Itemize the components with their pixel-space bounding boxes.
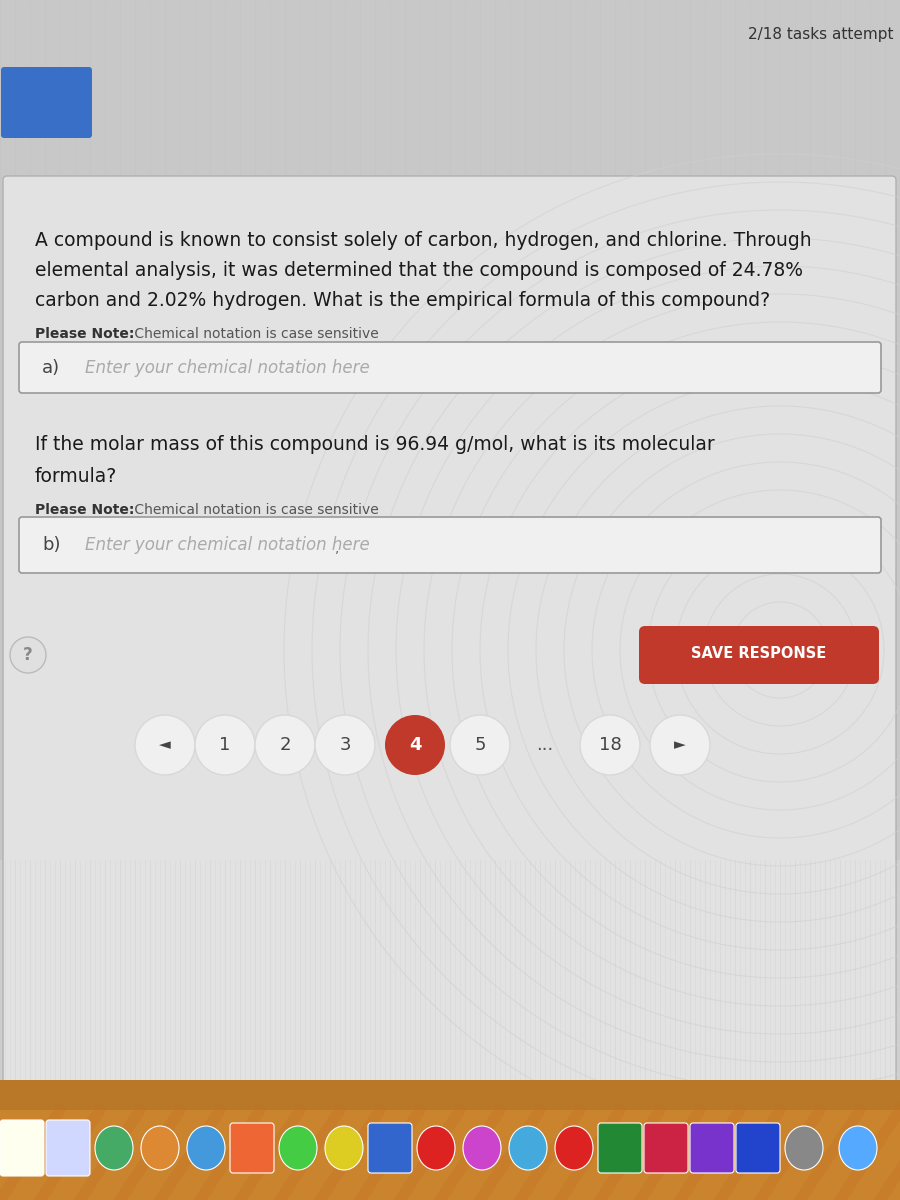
Text: 18: 18 bbox=[598, 736, 621, 754]
Text: elemental analysis, it was determined that the compound is composed of 24.78%: elemental analysis, it was determined th… bbox=[35, 260, 803, 280]
Text: carbon and 2.02% hydrogen. What is the empirical formula of this compound?: carbon and 2.02% hydrogen. What is the e… bbox=[35, 290, 770, 310]
Circle shape bbox=[650, 715, 710, 775]
Text: Chemical notation is case sensitive: Chemical notation is case sensitive bbox=[130, 326, 379, 341]
Text: 1: 1 bbox=[220, 736, 230, 754]
Text: Please Note:: Please Note: bbox=[35, 503, 134, 517]
Text: b): b) bbox=[42, 536, 60, 554]
Text: 3: 3 bbox=[339, 736, 351, 754]
Text: formula?: formula? bbox=[35, 467, 117, 486]
Text: Enter your chemical notation here: Enter your chemical notation here bbox=[85, 536, 370, 554]
Text: 4: 4 bbox=[409, 736, 421, 754]
FancyBboxPatch shape bbox=[736, 1123, 780, 1174]
FancyBboxPatch shape bbox=[368, 1123, 412, 1174]
FancyBboxPatch shape bbox=[639, 626, 879, 684]
Text: ◄: ◄ bbox=[159, 738, 171, 752]
Circle shape bbox=[385, 715, 445, 775]
Ellipse shape bbox=[509, 1126, 547, 1170]
FancyBboxPatch shape bbox=[230, 1123, 274, 1174]
Text: A compound is known to consist solely of carbon, hydrogen, and chlorine. Through: A compound is known to consist solely of… bbox=[35, 230, 812, 250]
Text: ,: , bbox=[335, 541, 339, 554]
Text: a): a) bbox=[42, 359, 60, 377]
Ellipse shape bbox=[839, 1126, 877, 1170]
Text: ...: ... bbox=[536, 736, 554, 754]
Ellipse shape bbox=[95, 1126, 133, 1170]
FancyBboxPatch shape bbox=[0, 1110, 900, 1200]
FancyBboxPatch shape bbox=[19, 517, 881, 572]
Circle shape bbox=[10, 637, 46, 673]
FancyBboxPatch shape bbox=[690, 1123, 734, 1174]
Text: 2: 2 bbox=[279, 736, 291, 754]
Text: Please Note:: Please Note: bbox=[35, 326, 134, 341]
Text: If the molar mass of this compound is 96.94 g/mol, what is its molecular: If the molar mass of this compound is 96… bbox=[35, 434, 715, 454]
FancyBboxPatch shape bbox=[598, 1123, 642, 1174]
Ellipse shape bbox=[417, 1126, 455, 1170]
Text: 5: 5 bbox=[474, 736, 486, 754]
Text: Chemical notation is case sensitive: Chemical notation is case sensitive bbox=[130, 503, 379, 517]
FancyBboxPatch shape bbox=[19, 342, 881, 392]
Text: 2/18 tasks attempt: 2/18 tasks attempt bbox=[748, 28, 893, 42]
Text: SAVE RESPONSE: SAVE RESPONSE bbox=[691, 647, 826, 661]
Ellipse shape bbox=[187, 1126, 225, 1170]
Ellipse shape bbox=[463, 1126, 501, 1170]
FancyBboxPatch shape bbox=[0, 860, 900, 1110]
FancyBboxPatch shape bbox=[644, 1123, 688, 1174]
Text: Enter your chemical notation here: Enter your chemical notation here bbox=[85, 359, 370, 377]
Ellipse shape bbox=[279, 1126, 317, 1170]
Ellipse shape bbox=[555, 1126, 593, 1170]
FancyBboxPatch shape bbox=[0, 1080, 900, 1200]
Ellipse shape bbox=[785, 1126, 823, 1170]
FancyBboxPatch shape bbox=[1, 67, 92, 138]
Circle shape bbox=[450, 715, 510, 775]
Circle shape bbox=[195, 715, 255, 775]
Ellipse shape bbox=[325, 1126, 363, 1170]
Text: ?: ? bbox=[23, 646, 33, 664]
FancyBboxPatch shape bbox=[0, 1120, 44, 1176]
Circle shape bbox=[255, 715, 315, 775]
Text: ►: ► bbox=[674, 738, 686, 752]
Circle shape bbox=[580, 715, 640, 775]
Ellipse shape bbox=[141, 1126, 179, 1170]
FancyBboxPatch shape bbox=[46, 1120, 90, 1176]
Circle shape bbox=[315, 715, 375, 775]
FancyBboxPatch shape bbox=[3, 176, 896, 1114]
Circle shape bbox=[135, 715, 195, 775]
